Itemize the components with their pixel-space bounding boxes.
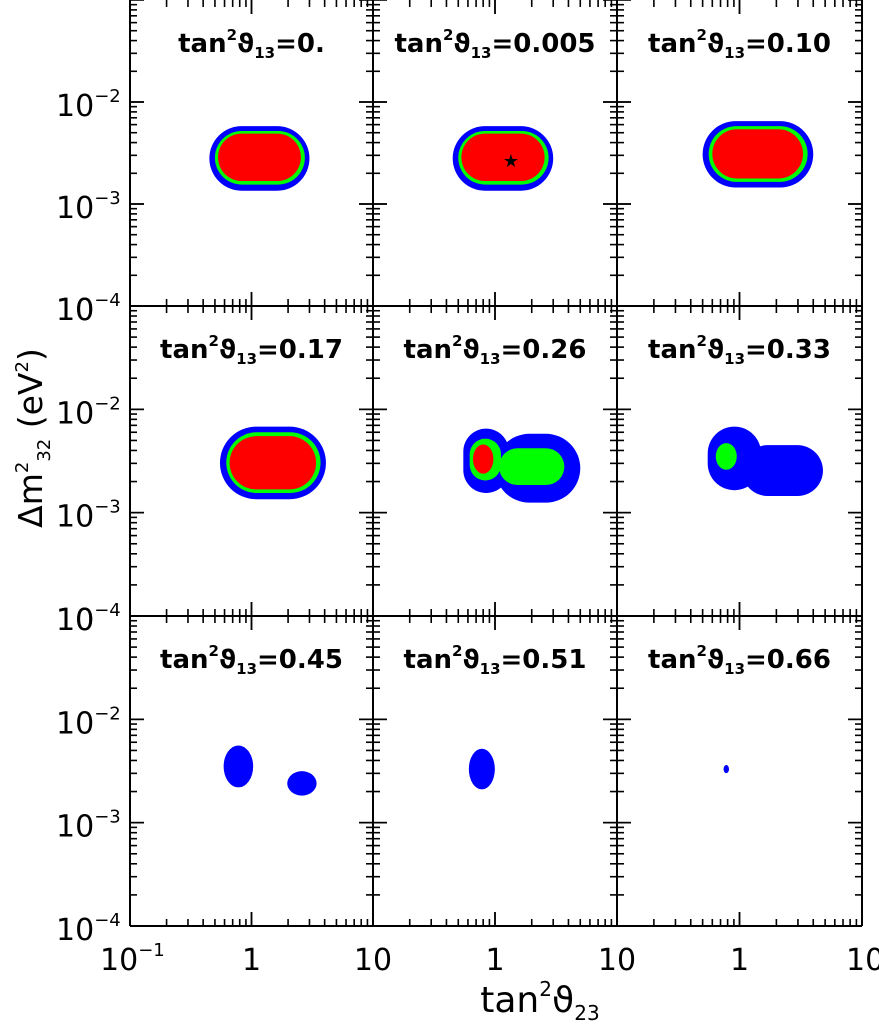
panel-label-2: tan2ϑ13=0.005 [394, 26, 595, 62]
region-1sigma-4-1 [229, 436, 317, 490]
x-tick-label: 10−1 [100, 940, 165, 978]
y-tick-label: 10−3 [56, 497, 121, 535]
y-tick-label: 10−2 [56, 86, 121, 124]
y-tick-label: 10−3 [56, 807, 121, 845]
x-tick-label: 1 [485, 943, 504, 978]
x-axis-label: tan2ϑ23 [480, 977, 599, 1025]
axis-ticks [129, 0, 863, 927]
y-tick-label: 10−4 [56, 290, 121, 328]
panel-label-6: tan2ϑ13=0.33 [648, 332, 831, 368]
region-3sigma-7-1 [223, 745, 254, 788]
best-fit-marker: ★ [503, 151, 519, 172]
y-axis-label-main: Δm [11, 473, 50, 528]
y-tick-label: 10 [56, 293, 94, 328]
x-axis-label-theta: ϑ [552, 980, 574, 1021]
x-tick-label: 10 [354, 943, 392, 978]
y-axis-label-unit-close: ) [11, 348, 50, 361]
y-axis-label-sup: 2 [12, 462, 33, 473]
panel-label-9: tan2ϑ13=0.66 [648, 642, 831, 678]
x-axis-label-sub: 23 [574, 1001, 599, 1025]
panel-label-1: tan2ϑ13=0. [178, 26, 325, 62]
y-tick-label: 10−2 [56, 393, 121, 431]
panel-label-8: tan2ϑ13=0.51 [404, 642, 587, 678]
region-2sigma-6-1 [715, 443, 737, 470]
panel-label-3: tan2ϑ13=0.10 [648, 26, 831, 62]
panel-5: tan2ϑ13=0.26 [404, 332, 587, 503]
panel-3: tan2ϑ13=0.10 [648, 26, 831, 188]
region-3sigma-7-2 [287, 771, 317, 796]
region-1sigma-3-1 [712, 129, 804, 179]
panel-label-7: tan2ϑ13=0.45 [160, 642, 343, 678]
panel-4: tan2ϑ13=0.17 [160, 332, 343, 500]
panel-9: tan2ϑ13=0.66 [648, 642, 831, 774]
region-1sigma-2-1 [461, 133, 545, 182]
x-axis-label-sup: 2 [539, 977, 552, 1001]
region-1sigma-5-1 [472, 444, 494, 474]
region-3sigma-8-1 [468, 748, 495, 790]
panel-1: tan2ϑ13=0. [178, 26, 325, 191]
panel-7: tan2ϑ13=0.45 [160, 642, 343, 796]
x-tick-label: 1 [730, 943, 749, 978]
y-axis-label: Δm232 (eV2) [11, 348, 55, 528]
panel-8: tan2ϑ13=0.51 [404, 642, 587, 790]
panel-label-5: tan2ϑ13=0.26 [404, 332, 587, 368]
x-tick-label: 10 [846, 943, 879, 978]
y-tick-label: 10−3 [56, 188, 121, 226]
panels: tan2ϑ13=0. ★ tan2ϑ13=0.005 tan2ϑ13=0.10 tan2… [160, 26, 831, 796]
y-tick-label: 10−4 [56, 600, 121, 638]
panel-2: ★ tan2ϑ13=0.005 [394, 26, 596, 191]
panel-label-4: tan2ϑ13=0.17 [160, 332, 343, 368]
x-tick-label: 1 [242, 943, 261, 978]
region-3sigma-6-2 [742, 445, 823, 496]
y-tick-label: 10 [56, 603, 94, 638]
x-tick-label: 10 [598, 943, 636, 978]
region-3sigma-9-1 [723, 764, 730, 774]
tick-labels: 10−210−310−410−210−310−41010−210−310−410… [56, 86, 879, 978]
x-axis-label-main: tan [480, 980, 539, 1021]
y-axis-label-sub: 32 [34, 439, 55, 462]
y-tick-label: 10−2 [56, 703, 121, 741]
y-axis-label-unit: (eV [11, 372, 50, 439]
region-2sigma-5-2 [499, 448, 565, 486]
y-tick-label: 10−4 [56, 910, 121, 948]
panel-6: tan2ϑ13=0.33 [648, 332, 831, 496]
y-axis-label-unit-sup: 2 [12, 361, 33, 372]
region-1sigma-1-1 [217, 133, 301, 182]
